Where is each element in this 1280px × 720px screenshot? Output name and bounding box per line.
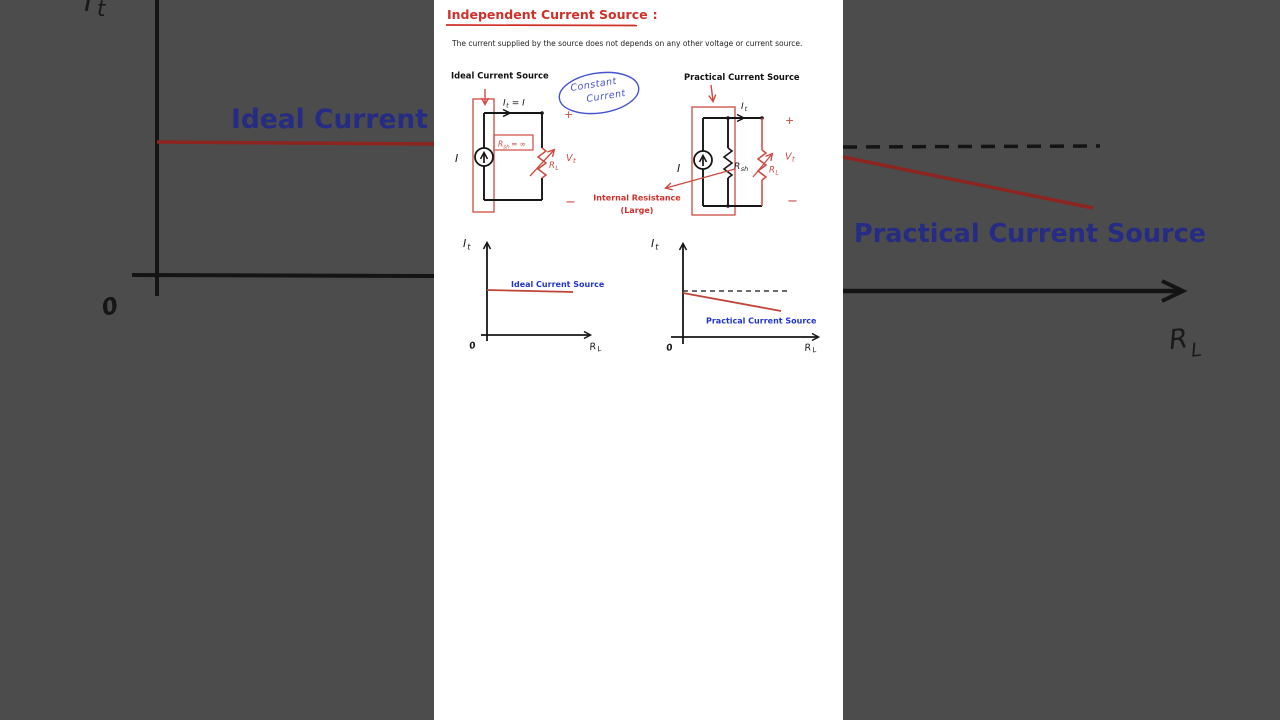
practical-load-current-label: It <box>741 102 748 113</box>
ideal-load-resistor-zigzag <box>536 147 548 179</box>
title-underline <box>445 24 638 27</box>
ideal-graph-xlabel: RL <box>589 340 602 354</box>
ideal-load-variable-arrow-icon <box>529 148 556 177</box>
practical-heading: Practical Current Source <box>684 72 800 82</box>
ideal-load-current-label: It = I <box>503 99 525 110</box>
ideal-graph-curve <box>486 289 574 293</box>
ideal-plus-sign: + <box>564 108 573 121</box>
internal-resistance-arrow-icon <box>664 168 736 191</box>
ideal-load-label: RL <box>549 161 559 172</box>
bg-left-x-axis <box>131 273 435 278</box>
ideal-graph-curve-label: Ideal Current Source <box>511 280 605 289</box>
bg-practical-curve <box>842 155 1094 210</box>
ideal-circuit-figure: Ideal Current Source I It = I Rsh = ∞ RL V… <box>451 71 576 213</box>
practical-graph-ylabel: It <box>651 237 659 252</box>
practical-pointer-arrow-icon <box>708 84 717 103</box>
ideal-graph: It 0 Ideal Current Source RL <box>463 237 605 354</box>
practical-graph-origin: 0 <box>666 343 674 354</box>
practical-load-label: RL <box>769 166 779 177</box>
bg-right-graph: Practical Current Source RL <box>842 144 1206 364</box>
practical-graph: It 0 Practical Current Source RL <box>651 237 821 355</box>
practical-source-current-label: I <box>677 162 680 175</box>
description-text: The current supplied by the source does … <box>451 39 802 48</box>
practical-source-outline-box <box>691 106 736 216</box>
ideal-shunt-label: Rsh = ∞ <box>498 140 526 151</box>
practical-graph-curve <box>682 292 782 312</box>
practical-plus-sign: + <box>785 114 794 127</box>
internal-resistance-note-line2: (Large) <box>621 206 654 215</box>
ideal-graph-origin: 0 <box>469 341 477 352</box>
practical-graph-xlabel: RL <box>804 341 817 355</box>
practical-minus-sign: − <box>787 194 798 209</box>
bg-left-origin-label: 0 <box>99 293 121 322</box>
practical-wire-current-arrow-icon <box>736 113 746 123</box>
bg-right-xlabel: RL <box>1167 322 1202 364</box>
ideal-voltage-label: Vt <box>566 153 576 165</box>
ideal-graph-ylabel: It <box>463 237 471 252</box>
practical-node-dot-bottom <box>726 204 730 208</box>
bg-ideal-curve-label: Ideal Current <box>231 104 428 135</box>
bg-ideal-reference-dashed-line <box>842 144 1101 149</box>
practical-node-dot-top <box>726 116 730 120</box>
ideal-minus-sign: − <box>565 195 576 210</box>
practical-graph-curve-label: Practical Current Source <box>706 317 817 326</box>
practical-circuit-figure: Practical Current Source I It Rsh RL Vt … <box>593 72 800 216</box>
practical-shunt-label: Rsh <box>734 162 748 173</box>
practical-shunt-resistor-zigzag <box>722 147 734 179</box>
bg-ideal-curve <box>156 140 435 146</box>
practical-load-variable-arrow-icon <box>752 152 774 178</box>
practical-voltage-label: Vt <box>785 152 795 164</box>
ideal-node-dot <box>540 111 544 115</box>
internal-resistance-note-line1: Internal Resistance <box>593 194 681 203</box>
shunt-infinite-box <box>493 134 534 151</box>
ideal-source-current-label: I <box>455 152 458 165</box>
notes-header: Independent Current Source: The current … <box>445 7 802 48</box>
ideal-wire-current-arrow-icon <box>502 108 512 118</box>
notes-panel <box>434 0 843 720</box>
annotation-oval <box>558 71 640 115</box>
bg-practical-curve-label: Practical Current Source <box>854 219 1206 249</box>
ideal-source-outline-box <box>472 98 495 213</box>
page-title: Independent Current Source: <box>447 7 658 22</box>
ideal-heading: Ideal Current Source <box>451 71 549 81</box>
